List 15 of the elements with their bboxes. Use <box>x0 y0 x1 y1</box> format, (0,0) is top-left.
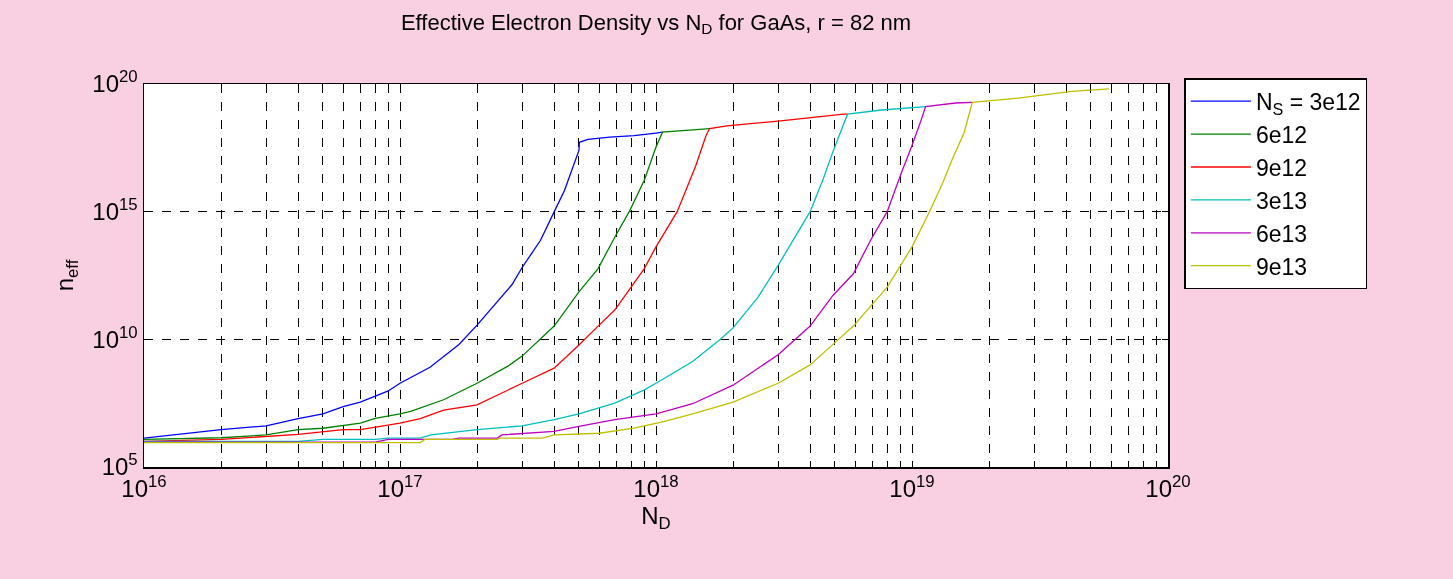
legend-label: 9e12 <box>1255 154 1308 181</box>
legend-label: 9e13 <box>1255 253 1308 280</box>
y-tick-label: 10$^{15}$ <box>92 194 138 226</box>
legend-label: 3e13 <box>1255 187 1308 214</box>
x-tick-label: 10$^{19}$ <box>889 472 935 503</box>
legend-label: 6e12 <box>1255 122 1308 149</box>
chart-title: Effective Electron Density vs N$_{D}$ for GaAs, r = 82 nm <box>400 9 912 38</box>
x-tick-label: 10$^{18}$ <box>633 472 679 503</box>
x-tick-label: 10$^{20}$ <box>1145 472 1191 503</box>
y-tick-label: 10$^{20}$ <box>92 67 138 98</box>
x-axis-title: N$_{D}$ <box>641 502 671 534</box>
y-tick-label: 10$^{10}$ <box>92 322 138 353</box>
legend-label: 6e13 <box>1255 220 1308 247</box>
x-tick-label: 10$^{17}$ <box>377 472 423 503</box>
legend-label: N$_{S}$ = 3e12 <box>1255 89 1361 119</box>
